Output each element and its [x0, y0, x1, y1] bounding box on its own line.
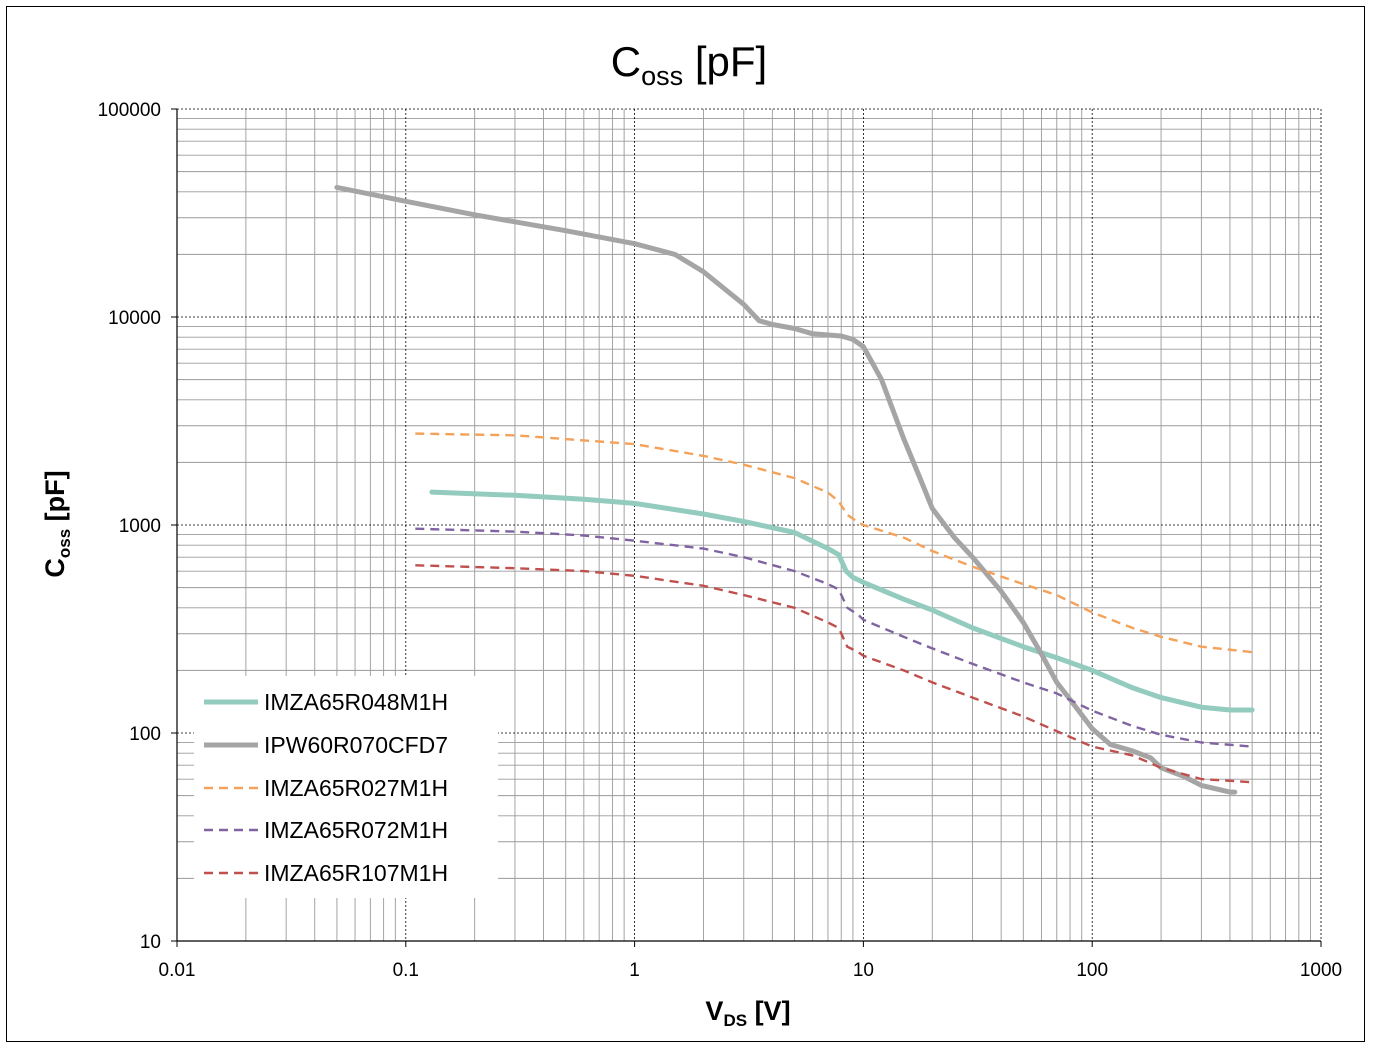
x-tick-label: 0.01 [159, 960, 196, 981]
x-tick-labels: 0.01 0.1 1 10 100 1000 [159, 941, 1342, 981]
y-tick-label: 10000 [108, 308, 161, 329]
legend-item: IPW60R070CFD7 [204, 732, 448, 758]
legend-label: IMZA65R048M1H [264, 689, 448, 715]
series-line-ipw60r070cfd7 [334, 184, 1238, 795]
legend-label: IMZA65R072M1H [264, 817, 448, 843]
x-tick-label: 100 [1076, 960, 1108, 981]
legend-label: IMZA65R107M1H [264, 860, 448, 886]
chart-title: Coss [pF] [611, 38, 767, 91]
x-tick-label: 0.1 [393, 960, 419, 981]
legend-item: IMZA65R048M1H [204, 689, 448, 715]
legend-label: IPW60R070CFD7 [264, 732, 448, 758]
series-line-imza65r072m1h [415, 527, 1253, 748]
series-line-imza65r107m1h [415, 564, 1253, 784]
x-tick-label: 1000 [1300, 960, 1342, 981]
x-axis-label: VDS [V] [705, 996, 790, 1030]
legend-item: IMZA65R027M1H [204, 775, 448, 801]
series-lines [334, 184, 1255, 795]
y-tick-label: 100000 [98, 100, 161, 121]
series-line-imza65r027m1h [415, 432, 1253, 654]
legend-background [194, 676, 498, 898]
legend-item: IMZA65R072M1H [204, 817, 448, 843]
y-tick-label: 100 [129, 724, 161, 745]
y-tick-labels: 10 100 1000 10000 100000 [98, 100, 177, 953]
series-line-imza65r048m1h [429, 489, 1255, 713]
x-tick-label: 10 [853, 960, 874, 981]
legend-label: IMZA65R027M1H [264, 775, 448, 801]
y-tick-label: 10 [140, 932, 161, 953]
legend: IMZA65R048M1H IPW60R070CFD7 IMZA65R027M1… [194, 676, 498, 898]
chart-frame [6, 6, 1365, 1042]
legend-item: IMZA65R107M1H [204, 860, 448, 886]
y-axis-label: Coss [pF] [40, 470, 74, 577]
y-tick-label: 1000 [119, 516, 161, 537]
x-tick-label: 1 [629, 960, 640, 981]
